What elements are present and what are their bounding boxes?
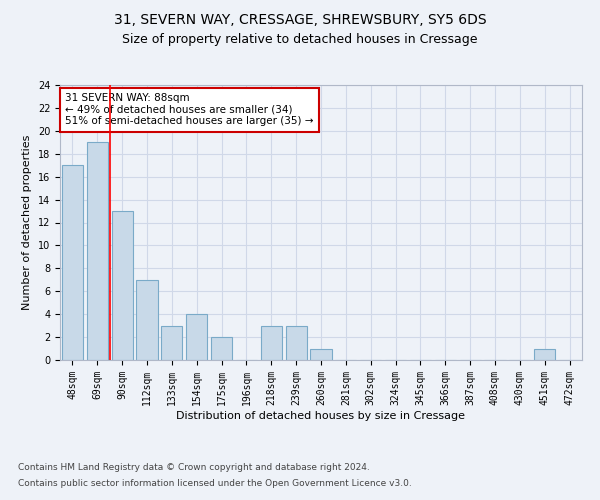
Bar [286, 326, 307, 360]
Bar [112, 211, 133, 360]
Text: 31, SEVERN WAY, CRESSAGE, SHREWSBURY, SY5 6DS: 31, SEVERN WAY, CRESSAGE, SHREWSBURY, SY… [113, 12, 487, 26]
Bar [62, 165, 83, 360]
X-axis label: Distribution of detached houses by size in Cressage: Distribution of detached houses by size … [176, 410, 466, 420]
Y-axis label: Number of detached properties: Number of detached properties [22, 135, 32, 310]
Bar [87, 142, 108, 360]
Bar [211, 337, 232, 360]
Bar [186, 314, 207, 360]
Text: Contains HM Land Registry data © Crown copyright and database right 2024.: Contains HM Land Registry data © Crown c… [18, 464, 370, 472]
Bar [534, 348, 555, 360]
Bar [136, 280, 158, 360]
Bar [261, 326, 282, 360]
Text: Size of property relative to detached houses in Cressage: Size of property relative to detached ho… [122, 32, 478, 46]
Bar [310, 348, 332, 360]
Bar [161, 326, 182, 360]
Text: Contains public sector information licensed under the Open Government Licence v3: Contains public sector information licen… [18, 478, 412, 488]
Text: 31 SEVERN WAY: 88sqm
← 49% of detached houses are smaller (34)
51% of semi-detac: 31 SEVERN WAY: 88sqm ← 49% of detached h… [65, 93, 314, 126]
